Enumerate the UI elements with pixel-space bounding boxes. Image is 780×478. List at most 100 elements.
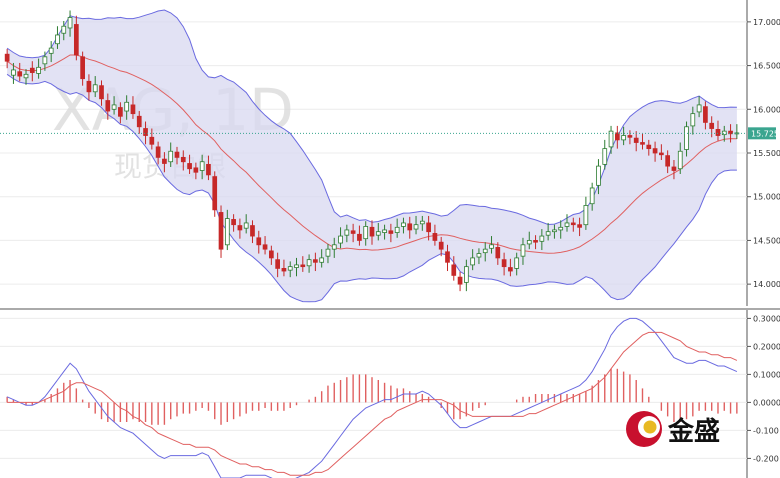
candle (451, 256, 457, 281)
candle (621, 126, 626, 146)
candle-body (36, 66, 41, 74)
candle (256, 230, 262, 254)
candle-body (677, 150, 683, 170)
candle-body (539, 235, 545, 242)
candle (231, 214, 236, 232)
candle-body (73, 24, 79, 56)
candle-body (501, 259, 507, 268)
candle (80, 51, 85, 86)
candle-body (224, 218, 230, 246)
candle (577, 217, 582, 237)
candle (583, 196, 589, 230)
candle (464, 259, 469, 292)
candle-body (180, 156, 186, 163)
candle (306, 254, 312, 273)
macd-lines (6, 317, 738, 478)
candle (501, 252, 507, 276)
macd-tick-label: 0.1000 (753, 370, 780, 379)
candle-body (426, 222, 431, 233)
candle (287, 261, 293, 278)
candle (67, 10, 73, 37)
candle (180, 150, 186, 171)
price-tick-label: 16.000 (753, 105, 780, 114)
candle-body (684, 126, 689, 150)
candle-body (419, 220, 425, 225)
candle-body (231, 219, 236, 226)
candle-body (17, 71, 23, 77)
candle-body (382, 229, 387, 233)
candle-body (432, 233, 438, 241)
candle-body (48, 47, 54, 54)
macd-tick-label: 0.3000 (753, 314, 780, 323)
candle-body (61, 25, 67, 34)
candle (130, 96, 136, 119)
candle-body (86, 80, 92, 93)
candle (55, 26, 60, 49)
macd-tick-label: -0.100 (753, 426, 779, 435)
candle (143, 121, 148, 145)
candle-body (124, 101, 130, 112)
candle-body (558, 226, 564, 231)
candle-body (262, 244, 268, 250)
candle-body (111, 104, 117, 110)
candle-body (212, 176, 218, 211)
candle (526, 231, 532, 250)
candle-body (42, 56, 48, 65)
candle (86, 74, 92, 101)
candlesticks (4, 10, 740, 292)
candle-body (187, 163, 192, 170)
candle (29, 61, 35, 82)
candle-body (11, 69, 16, 76)
candle (325, 243, 331, 264)
candle (193, 162, 199, 180)
candle-body (168, 150, 174, 163)
candle (17, 62, 23, 82)
candle (696, 96, 702, 118)
candle (570, 217, 576, 232)
candle (218, 205, 224, 258)
candle (715, 120, 721, 141)
candle-body (621, 135, 626, 141)
candle-body (4, 53, 10, 62)
candle-body (174, 151, 180, 158)
candle (476, 248, 482, 265)
candle (413, 215, 419, 235)
candle (92, 76, 98, 98)
candle (250, 220, 255, 244)
candle-body (23, 73, 29, 79)
candle-body (331, 244, 337, 250)
price-tick-label: 14.500 (753, 236, 780, 245)
candle-body (614, 132, 620, 141)
candle (48, 41, 54, 63)
candle-body (294, 264, 299, 268)
candle-body (199, 161, 205, 171)
candle (331, 237, 337, 258)
candle-body (464, 266, 469, 283)
candle (545, 222, 551, 241)
candle (42, 51, 48, 71)
candle-body (105, 100, 111, 112)
candle (438, 236, 444, 257)
candle (111, 96, 117, 115)
candle (61, 20, 67, 41)
candle (394, 218, 400, 238)
candle (495, 242, 501, 265)
candle (243, 214, 249, 234)
candle (627, 130, 633, 145)
candle-body (596, 165, 601, 186)
candle-body (130, 104, 136, 115)
candle-body (696, 104, 702, 113)
candle-body (608, 130, 614, 148)
price-tick-label: 15.000 (753, 193, 780, 202)
candle (690, 106, 696, 135)
candle-body (640, 142, 645, 145)
candle-body (243, 222, 249, 229)
candle (281, 259, 287, 277)
candle-body (728, 130, 733, 135)
candle (589, 182, 595, 211)
candle-body (357, 233, 362, 241)
candle-body (690, 113, 696, 127)
candle (520, 237, 526, 265)
macd-tick-label: 0.2000 (753, 342, 780, 351)
candle-body (451, 264, 457, 276)
